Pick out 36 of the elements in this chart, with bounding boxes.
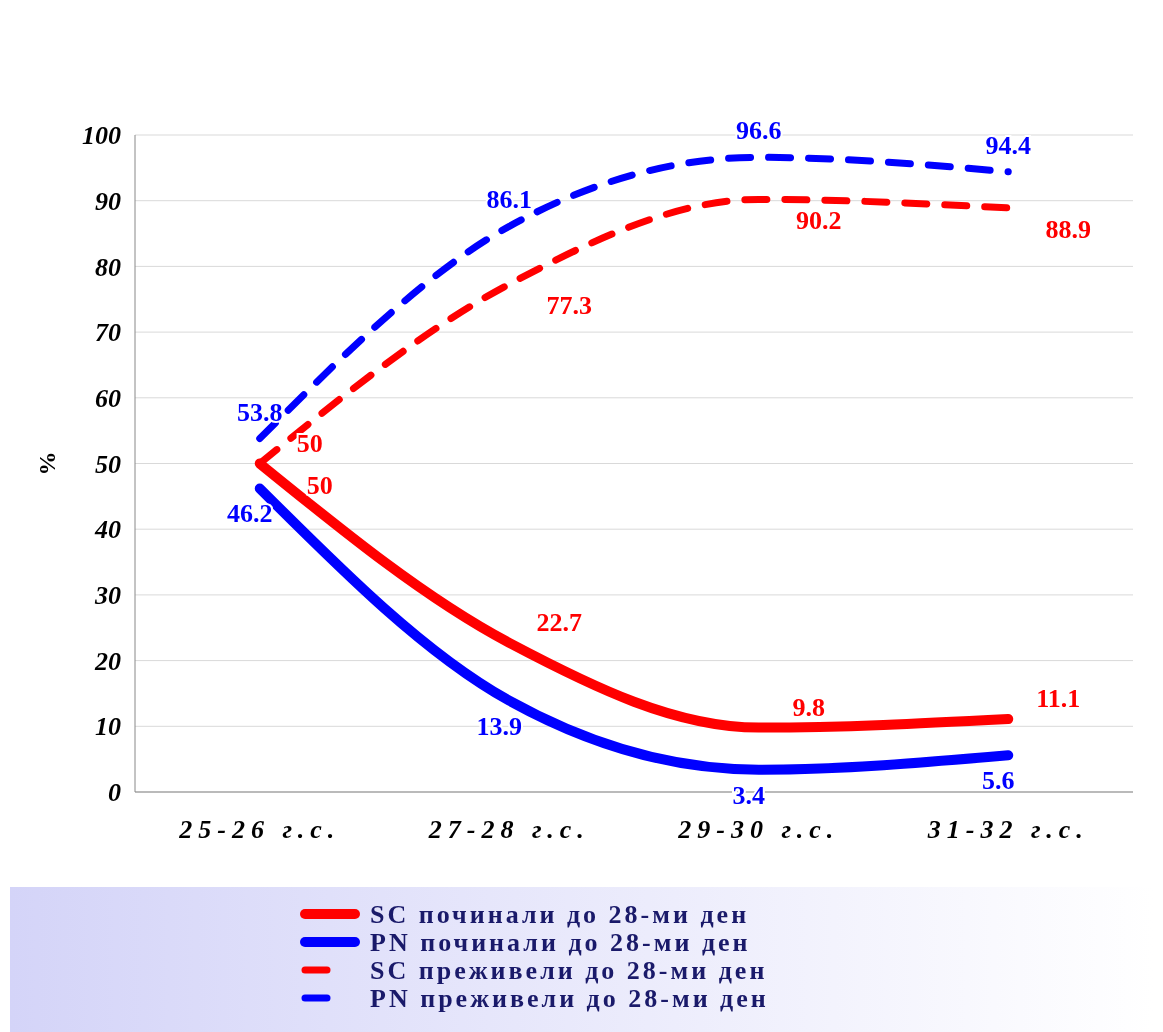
x-tick-label: 31-32 г.с. — [926, 815, 1089, 844]
y-tick-label: 0 — [108, 778, 121, 808]
data-label: 96.6 — [736, 116, 782, 146]
data-label: 94.4 — [985, 130, 1031, 160]
data-label: 50 — [306, 470, 333, 500]
y-tick-label: 50 — [95, 449, 121, 479]
legend-label: PN починали до 28-ми ден — [370, 928, 751, 958]
x-tick-label: 29-30 г.с. — [677, 815, 840, 844]
y-axis-title: % — [34, 451, 60, 476]
y-tick-label: 100 — [82, 121, 121, 151]
y-tick-label: 70 — [95, 318, 121, 348]
x-tick-label: 27-28 г.с. — [427, 815, 590, 844]
data-label: 77.3 — [546, 291, 592, 321]
y-tick-label: 90 — [95, 186, 121, 216]
y-tick-label: 20 — [94, 646, 121, 676]
data-label: 46.2 — [227, 499, 273, 529]
data-label: 13.9 — [476, 711, 522, 741]
data-label: 5.6 — [982, 766, 1015, 796]
y-tick-label: 60 — [95, 383, 121, 413]
y-tick-label: 10 — [95, 712, 121, 742]
data-label: 88.9 — [1045, 214, 1091, 244]
legend-label: SC преживели до 28-ми ден — [370, 956, 768, 986]
data-label: 11.1 — [1036, 684, 1081, 714]
data-label: 3.4 — [732, 780, 765, 810]
y-tick-label: 80 — [95, 252, 121, 282]
data-label: 53.8 — [237, 397, 283, 427]
data-label: 9.8 — [792, 692, 825, 722]
legend-label: PN преживели до 28-ми ден — [370, 984, 769, 1014]
data-label: 90.2 — [796, 206, 842, 236]
data-label: 50 — [296, 428, 323, 458]
y-tick-label: 30 — [94, 581, 121, 610]
data-label: 22.7 — [536, 607, 582, 637]
data-label: 86.1 — [486, 185, 532, 215]
x-tick-label: 25-26 г.с. — [178, 815, 341, 844]
y-tick-label: 40 — [94, 515, 121, 545]
legend-label: SC починали до 28-ми ден — [370, 900, 750, 930]
